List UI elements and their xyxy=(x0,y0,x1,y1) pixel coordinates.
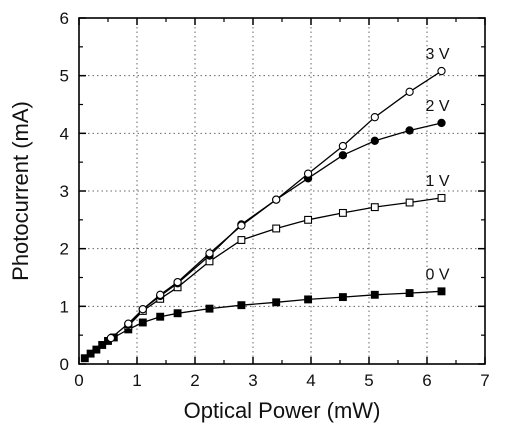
y-tick-label: 2 xyxy=(60,240,69,259)
data-point-0v xyxy=(272,298,281,307)
data-point-0v xyxy=(237,301,246,310)
x-tick-label: 2 xyxy=(190,371,199,390)
series-label-2v: 2 V xyxy=(425,98,449,115)
series-lines xyxy=(84,70,442,359)
data-point-1v xyxy=(437,193,446,202)
data-point-0v xyxy=(405,289,414,298)
data-point-0v xyxy=(138,318,147,327)
data-point-1v xyxy=(272,224,281,233)
x-tick-label: 4 xyxy=(306,371,315,390)
data-point-0v xyxy=(338,293,347,302)
data-point-1v xyxy=(338,208,347,217)
data-point-2v xyxy=(437,118,446,128)
y-tick-label: 1 xyxy=(60,297,69,316)
data-point-1v xyxy=(370,203,379,212)
data-point-3v xyxy=(303,169,313,178)
data-point-3v xyxy=(338,141,348,151)
series-label-3v: 3 V xyxy=(425,46,449,63)
data-point-0v xyxy=(304,295,313,304)
y-tick-label: 5 xyxy=(60,67,69,86)
y-tick-label: 4 xyxy=(60,124,69,143)
data-point-3v xyxy=(124,319,133,328)
y-tick-label: 6 xyxy=(60,9,69,28)
data-point-2v xyxy=(370,136,379,145)
y-axis-title: Photocurrent (mA) xyxy=(8,101,33,281)
data-point-3v xyxy=(370,113,379,122)
data-point-1v xyxy=(405,198,414,207)
x-tick-label: 0 xyxy=(74,371,83,390)
series-label-0v: 0 V xyxy=(425,266,449,283)
y-tick-label: 0 xyxy=(60,355,69,374)
data-point-3v xyxy=(106,333,116,343)
data-point-3v xyxy=(272,195,281,204)
data-point-0v xyxy=(80,354,89,363)
data-point-1v xyxy=(237,236,246,244)
data-point-0v xyxy=(370,290,379,299)
data-point-0v xyxy=(437,287,446,296)
series-line-0v xyxy=(84,290,442,359)
x-tick-label: 5 xyxy=(364,371,373,390)
x-tick-label: 7 xyxy=(480,371,489,390)
x-tick-label: 1 xyxy=(132,371,141,390)
axis-ticks: 0 1 2 3 4 5 6 7 0 1 2 3 4 5 6 xyxy=(60,9,490,390)
x-axis-title: Optical Power (mW) xyxy=(184,398,381,423)
data-point-0v xyxy=(205,304,214,313)
series-markers xyxy=(80,66,446,363)
series-label-1v: 1 V xyxy=(425,173,449,190)
data-point-3v xyxy=(138,305,147,314)
data-point-0v xyxy=(92,345,101,354)
data-point-3v xyxy=(437,66,446,76)
data-point-3v xyxy=(405,87,414,96)
data-point-2v xyxy=(405,126,414,135)
data-point-0v xyxy=(98,341,107,349)
data-point-0v xyxy=(156,312,165,321)
x-tick-label: 6 xyxy=(422,371,431,390)
data-point-3v xyxy=(156,290,165,299)
data-point-1v xyxy=(304,215,313,224)
data-point-3v xyxy=(237,221,246,230)
data-point-3v xyxy=(173,277,182,287)
series-labels: 0 V 1 V 2 V 3 V xyxy=(425,46,449,283)
data-point-0v xyxy=(86,349,95,358)
x-tick-label: 3 xyxy=(248,371,257,390)
data-point-2v xyxy=(338,151,348,160)
y-tick-label: 3 xyxy=(60,182,69,201)
series-line-2v xyxy=(127,122,442,326)
data-point-0v xyxy=(173,309,182,318)
data-point-3v xyxy=(205,249,214,258)
